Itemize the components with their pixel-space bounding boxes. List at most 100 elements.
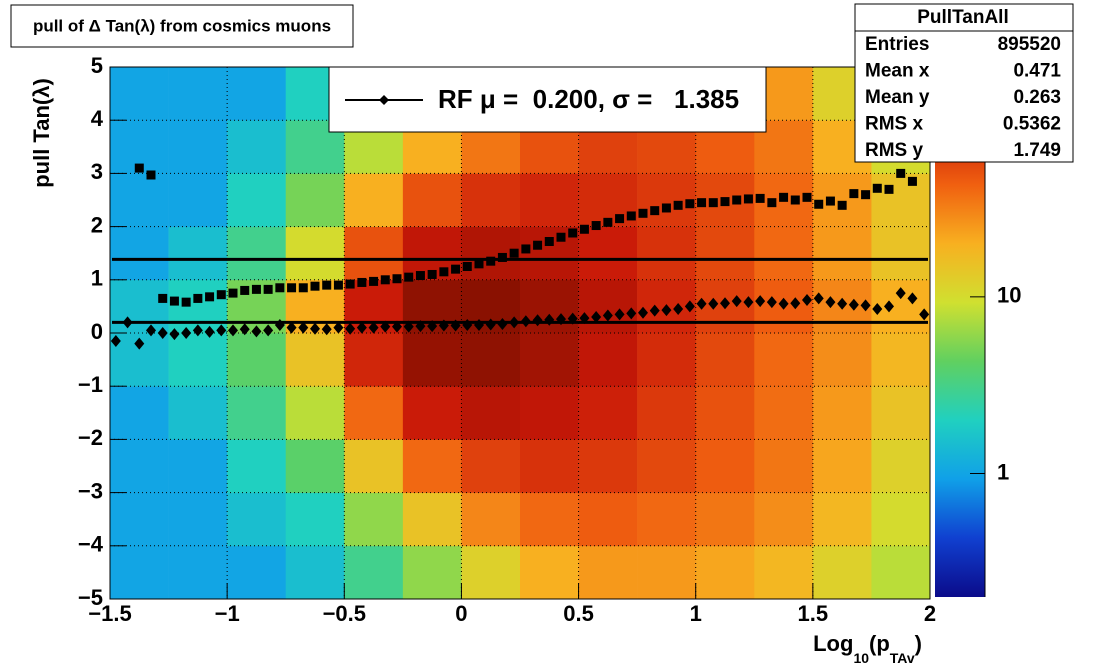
sigma-marker <box>322 280 332 290</box>
mean-marker <box>392 320 402 333</box>
stats-rows: Entries 895520 Mean x 0.471 Mean y 0.263 RMS x… <box>865 34 1061 161</box>
sigma-marker <box>345 279 355 289</box>
legend-label: RF μ = 0.200, σ = 1.385 <box>438 84 739 114</box>
heatmap-cell <box>110 279 169 334</box>
heatmap-cell <box>871 173 931 227</box>
sigma-marker <box>287 283 297 293</box>
sigma-marker <box>205 292 215 302</box>
heatmap-cell <box>168 226 228 281</box>
mean-marker <box>778 297 789 310</box>
sigma-marker <box>228 288 238 298</box>
stat-name: RMS y <box>865 140 924 161</box>
heatmap-cell <box>871 226 931 281</box>
mean-marker <box>438 319 449 332</box>
mean-marker <box>520 315 531 328</box>
sigma-marker <box>626 211 636 221</box>
sigma-marker <box>591 221 601 231</box>
heatmap-cell <box>168 120 228 174</box>
z-tick-label: 10 <box>997 283 1021 308</box>
heatmap-cell <box>168 333 228 387</box>
sigma-marker <box>837 200 847 210</box>
mean-marker <box>802 294 812 307</box>
sigma-marker <box>884 184 894 194</box>
heatmap-cell <box>520 545 579 600</box>
mean-marker <box>720 297 730 310</box>
sigma-marker <box>158 293 168 303</box>
heatmap-cell <box>461 386 521 440</box>
mean-marker <box>532 314 543 327</box>
mean-marker <box>626 307 637 320</box>
stat-value: 1.749 <box>1013 140 1061 161</box>
heatmap-cell <box>168 67 228 121</box>
heatmap-cell <box>168 439 228 493</box>
sigma-marker <box>720 197 730 207</box>
heatmap-cell <box>812 333 872 387</box>
sigma-marker <box>509 248 519 258</box>
heatmap-cell <box>520 439 579 493</box>
sigma-marker <box>743 194 753 204</box>
sigma-marker <box>755 193 765 203</box>
sigma-marker <box>708 198 718 208</box>
mean-marker <box>462 319 473 332</box>
sigma-marker <box>896 168 906 178</box>
heatmap-cell <box>754 226 814 281</box>
sigma-marker <box>333 280 343 290</box>
sigma-marker <box>579 224 589 234</box>
sigma-marker <box>767 198 777 208</box>
sigma-marker <box>861 190 871 200</box>
heatmap-cell <box>520 333 579 387</box>
mean-marker <box>884 300 894 313</box>
y-tick-label: 0 <box>91 319 103 344</box>
mean-marker <box>591 311 602 324</box>
mean-marker <box>286 321 297 334</box>
mean-marker <box>743 296 754 309</box>
title-box <box>10 4 354 48</box>
mean-marker <box>837 297 848 310</box>
heatmap-cell <box>110 226 169 281</box>
sigma-marker <box>544 236 554 246</box>
mean-marker <box>310 322 320 335</box>
heatmap-cell <box>812 386 872 440</box>
mean-marker <box>110 334 121 347</box>
mean-marker <box>192 324 203 337</box>
sigma-marker <box>568 228 578 238</box>
stat-value: 0.263 <box>1013 87 1061 108</box>
heatmap-cell <box>344 439 404 493</box>
y-tick-label: −2 <box>78 425 103 450</box>
heatmap-cell <box>227 492 287 547</box>
x-tick-label: −1 <box>215 601 240 626</box>
mean-marker <box>649 304 660 317</box>
heatmap-cell <box>578 545 638 600</box>
mean-marker <box>415 320 426 333</box>
mean-marker <box>848 298 859 311</box>
mean-marker <box>602 309 613 322</box>
mean-marker <box>509 316 520 329</box>
y-tick-label: −1 <box>78 372 103 397</box>
y-tick-label: 1 <box>91 266 103 291</box>
x-label-part: ) <box>915 631 922 656</box>
heatmap-cell <box>285 545 345 600</box>
heatmap-cell <box>637 386 697 440</box>
heatmap-cell <box>344 386 404 440</box>
heatmap-cell <box>578 226 638 281</box>
heatmap-cell <box>461 439 521 493</box>
heatmap-cell <box>344 173 404 227</box>
mean-marker <box>790 297 801 310</box>
heatmap-cell <box>227 333 287 387</box>
mean-marker <box>895 287 906 300</box>
sigma-marker <box>169 296 179 306</box>
stat-name: RMS x <box>865 114 924 135</box>
heatmap-cell <box>871 333 931 387</box>
mean-marker <box>263 324 274 337</box>
mean-marker <box>298 321 309 334</box>
mean-marker <box>356 321 367 334</box>
sigma-marker <box>357 277 367 287</box>
mean-marker <box>485 318 496 331</box>
heatmap-cell <box>637 226 697 281</box>
heatmap-cell <box>754 386 814 440</box>
sigma-marker <box>263 284 273 294</box>
mean-marker <box>239 323 250 336</box>
sigma-marker <box>497 252 507 262</box>
sigma-marker <box>251 284 261 294</box>
heatmap-cell <box>637 439 697 493</box>
